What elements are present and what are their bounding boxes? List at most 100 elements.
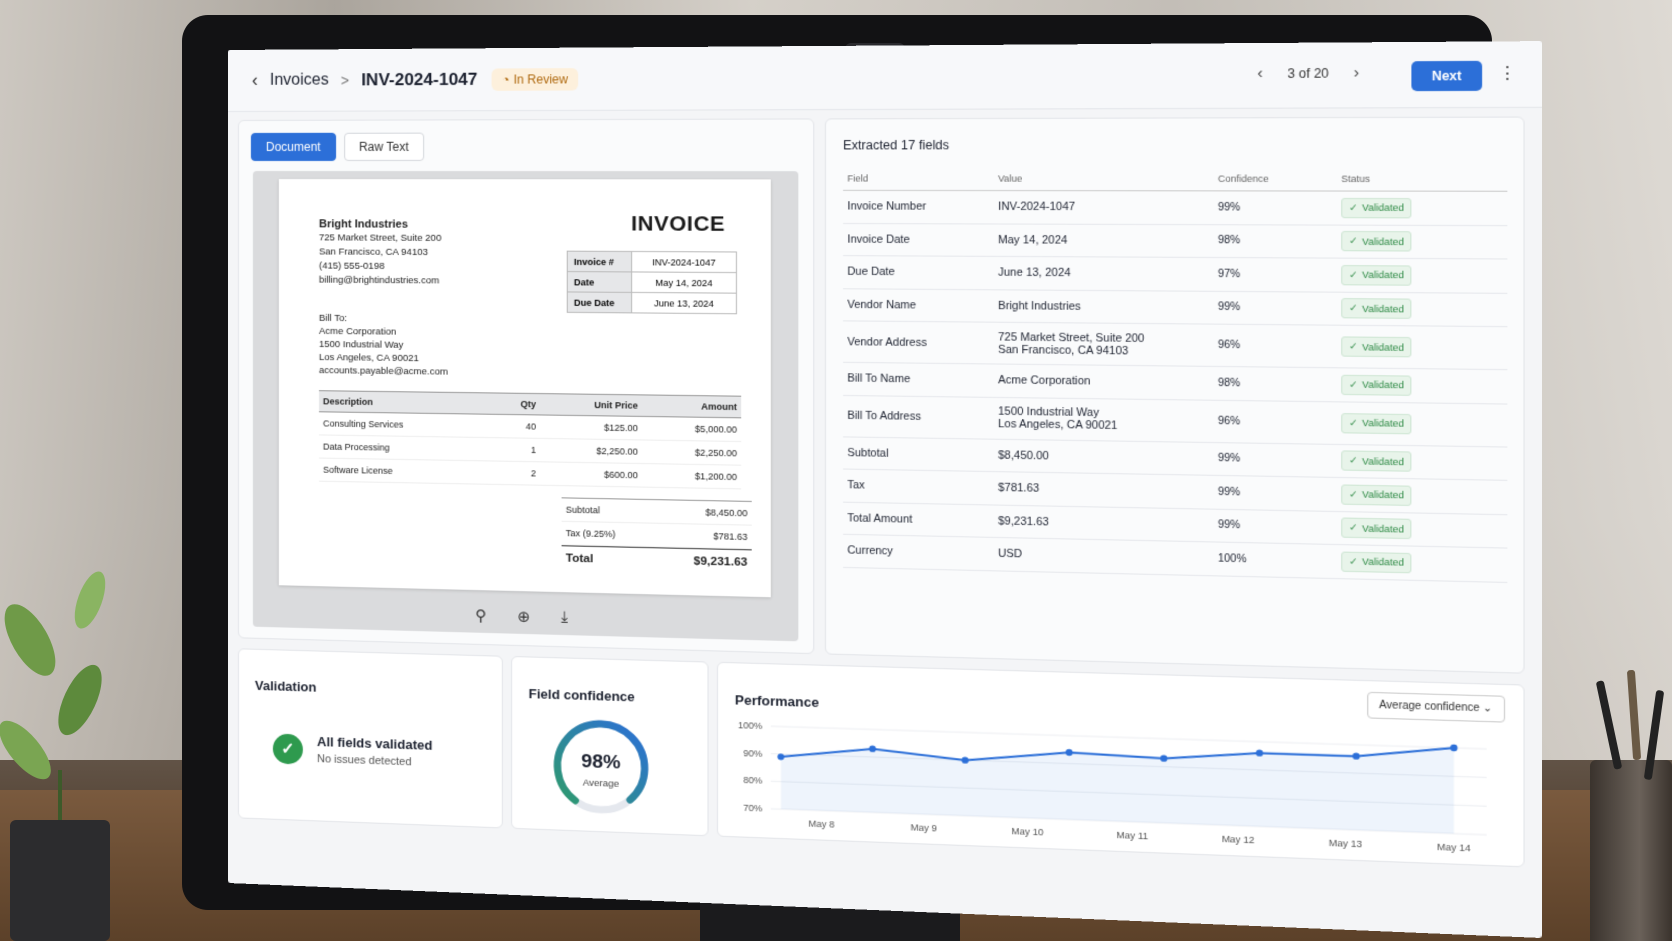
field-name: Currency <box>843 534 994 570</box>
y-tick-label: 100% <box>738 720 762 731</box>
app-screen: ‹ Invoices > INV-2024-1047 ◔ In Review ‹… <box>228 41 1542 938</box>
invoice-meta-table: Invoice # INV-2024-1047 Date May 14, 2024 … <box>567 251 737 315</box>
column-header: Amount <box>642 395 741 418</box>
check-icon: ✓ <box>1349 379 1358 391</box>
field-status: ✓ Validated <box>1337 191 1508 225</box>
prev-page-icon[interactable]: ‹ <box>1257 64 1263 82</box>
field-status: ✓ Validated <box>1337 258 1508 293</box>
field-row[interactable]: Due Date June 13, 2024 97% ✓ Validated <box>843 256 1507 293</box>
field-row[interactable]: Invoice Date May 14, 2024 98% ✓ Validated <box>843 223 1507 259</box>
field-value: USD <box>994 537 1214 575</box>
validated-badge: ✓ Validated <box>1341 518 1412 540</box>
x-tick-label: May 12 <box>1222 834 1255 846</box>
field-row[interactable]: Vendor Address 725 Market Street, Suite 2… <box>843 321 1507 370</box>
item-price: $600.00 <box>540 462 642 487</box>
vendor-phone: (415) 555-0198 <box>319 259 441 274</box>
tab-raw-text[interactable]: Raw Text <box>344 133 424 161</box>
total-value: $9,231.63 <box>694 555 748 569</box>
field-status: ✓ Validated <box>1337 511 1508 548</box>
totals-block: Subtotal $8,450.00 Tax (9.25%) $781.63 Tot… <box>562 497 752 575</box>
invoice-page: Bright Industries 725 Market Street, Sui… <box>279 179 771 597</box>
vendor-address-line: San Francisco, CA 94103 <box>319 245 441 260</box>
metric-dropdown[interactable]: Average confidence ⌄ <box>1367 692 1505 723</box>
zoom-in-icon[interactable]: ⊕ <box>517 607 530 626</box>
item-description: Consulting Services <box>319 412 494 438</box>
validation-card: Validation ✓ All fields validated No iss… <box>238 648 503 828</box>
validated-badge: ✓ Validated <box>1341 265 1412 286</box>
column-header: Description <box>319 391 494 415</box>
meta-key: Due Date <box>567 292 631 313</box>
field-value-line: Acme Corporation <box>998 374 1209 389</box>
validated-badge: ✓ Validated <box>1341 551 1412 573</box>
x-tick-label: May 8 <box>808 818 834 829</box>
field-confidence: 96% <box>1213 324 1336 368</box>
meta-key: Invoice # <box>567 251 631 272</box>
field-row[interactable]: Invoice Number INV-2024-1047 99% ✓ Validated <box>843 190 1507 225</box>
more-options-icon[interactable]: ⋮ <box>1498 63 1516 85</box>
validation-status-text: All fields validated <box>317 734 432 753</box>
bill-to-label: Bill To: <box>319 312 448 326</box>
meta-value: May 14, 2024 <box>632 272 737 293</box>
metric-dropdown-value: Average confidence <box>1379 700 1479 715</box>
field-confidence: 100% <box>1213 542 1336 578</box>
validation-sub-text: No issues detected <box>317 753 432 769</box>
check-icon: ✓ <box>1349 269 1358 281</box>
vendor-block: Bright Industries 725 Market Street, Sui… <box>319 217 441 288</box>
next-button[interactable]: Next <box>1411 61 1482 91</box>
field-value: $781.63 <box>994 472 1214 509</box>
check-icon: ✓ <box>1349 341 1358 353</box>
check-icon: ✓ <box>1349 303 1358 315</box>
tax-label: Tax (9.25%) <box>566 528 616 539</box>
y-tick-label: 70% <box>743 803 762 814</box>
breadcrumb-invoices[interactable]: Invoices <box>270 71 329 89</box>
column-header: Confidence <box>1213 167 1336 191</box>
confidence-value: 98% <box>549 750 653 776</box>
validated-badge: ✓ Validated <box>1341 198 1412 218</box>
check-icon: ✓ <box>1349 455 1358 467</box>
item-amount: $5,000.00 <box>642 416 741 441</box>
meta-row: Due Date June 13, 2024 <box>567 292 736 314</box>
field-value-line: INV-2024-1047 <box>998 201 1209 214</box>
document-panel: Document Raw Text Bright Industries 725 … <box>238 118 814 654</box>
meta-row: Invoice # INV-2024-1047 <box>567 251 736 272</box>
field-value: May 14, 2024 <box>994 223 1214 257</box>
item-amount: $1,200.00 <box>642 464 741 489</box>
total-label: Total <box>566 552 594 565</box>
gridline <box>771 726 1487 749</box>
y-tick-label: 90% <box>743 748 762 759</box>
validated-badge: ✓ Validated <box>1341 336 1412 357</box>
field-status: ✓ Validated <box>1337 292 1508 327</box>
total-row: Total $9,231.63 <box>562 545 752 575</box>
search-icon[interactable]: ⚲ <box>475 606 486 625</box>
field-value-line: $8,450.00 <box>998 449 1209 465</box>
item-qty: 1 <box>494 438 541 462</box>
check-icon: ✓ <box>1349 236 1358 248</box>
check-icon: ✓ <box>1349 522 1358 534</box>
series-area <box>781 727 1454 834</box>
column-header: Unit Price <box>540 394 642 417</box>
bill-to-email: accounts.payable@acme.com <box>319 364 448 379</box>
validated-badge-label: Validated <box>1362 341 1404 352</box>
field-name: Due Date <box>843 256 994 290</box>
check-icon: ✓ <box>1349 202 1358 214</box>
field-name: Subtotal <box>843 436 994 471</box>
check-icon: ✓ <box>1349 556 1358 568</box>
page-title: INV-2024-1047 <box>361 69 477 90</box>
check-icon: ✓ <box>1349 489 1358 501</box>
download-icon[interactable]: ⤓ <box>561 608 568 627</box>
field-value-line: Bright Industries <box>998 299 1209 313</box>
tax-value: $781.63 <box>713 531 747 542</box>
validated-badge-label: Validated <box>1362 523 1404 535</box>
field-status: ✓ Validated <box>1337 444 1508 480</box>
field-status: ✓ Validated <box>1337 401 1508 446</box>
field-value-line: $781.63 <box>998 482 1209 498</box>
extracted-fields-table: Field Value Confidence Status Invoice Nu… <box>843 167 1507 582</box>
validated-badge-label: Validated <box>1362 203 1404 214</box>
next-page-icon[interactable]: › <box>1354 64 1360 82</box>
tab-document[interactable]: Document <box>251 133 336 161</box>
field-value: $8,450.00 <box>994 439 1214 476</box>
field-status: ✓ Validated <box>1337 225 1508 259</box>
field-value: INV-2024-1047 <box>994 191 1214 225</box>
chevron-left-icon[interactable]: ‹ <box>252 70 258 91</box>
vendor-email: billing@brightindustries.com <box>319 274 441 289</box>
